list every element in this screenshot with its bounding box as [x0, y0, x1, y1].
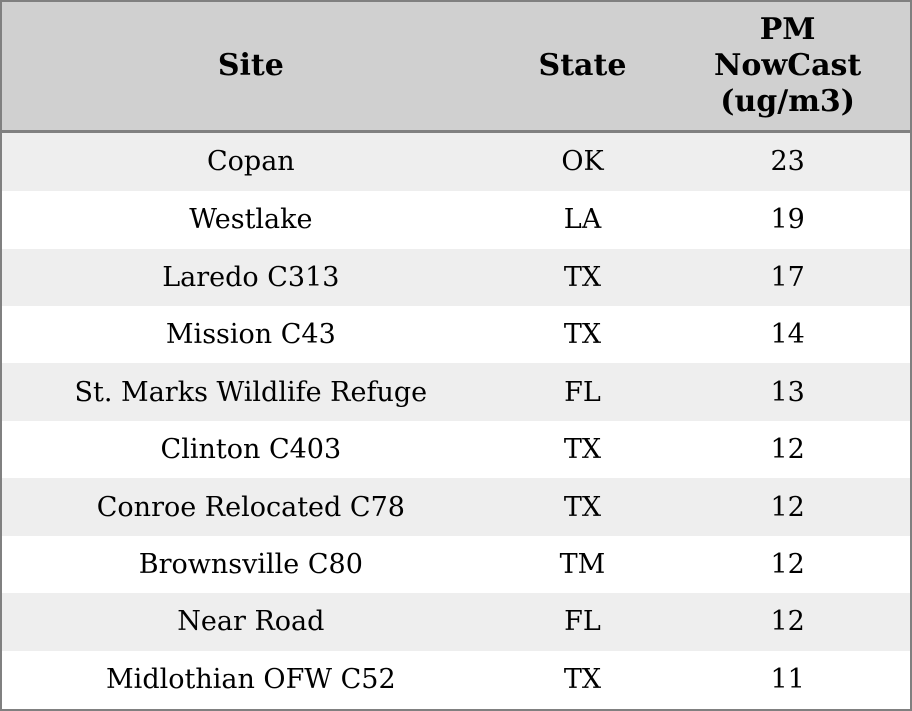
pm-value-cell: 14 [770, 319, 805, 351]
column-header-site-label: Site [217, 47, 284, 83]
site-cell: Laredo C313 [162, 261, 340, 293]
site-cell: Near Road [177, 606, 325, 638]
pm-value-cell: 12 [770, 548, 805, 580]
table-row: Clinton C403 TX 12 [1, 420, 911, 479]
pm-value-cell: 13 [770, 376, 805, 408]
site-cell: St. Marks Wildlife Refuge [74, 376, 428, 408]
column-header-pm-nowcast-label: PM NowCast (ug/m3) [713, 11, 862, 119]
table-row: Midlothian OFW C52 TX 11 [1, 650, 911, 710]
state-cell: LA [563, 204, 602, 236]
column-header-site: Site [1, 1, 500, 133]
table-header: Site State PM NowCast (ug/m3) [1, 1, 911, 133]
pm-value-cell: 11 [770, 664, 805, 696]
state-cell: FL [564, 376, 601, 408]
pm-value-cell: 12 [770, 606, 805, 638]
site-cell: Mission C43 [165, 319, 336, 351]
table-row: Laredo C313 TX 17 [1, 248, 911, 307]
table-row: Near Road FL 12 [1, 593, 911, 651]
site-cell: Brownsville C80 [138, 548, 363, 580]
site-cell: Midlothian OFW C52 [106, 664, 396, 696]
state-cell: TX [563, 261, 602, 293]
site-cell: Copan [207, 146, 295, 178]
site-cell: Westlake [189, 204, 313, 236]
column-header-pm-nowcast: PM NowCast (ug/m3) [665, 1, 911, 133]
site-cell: Conroe Relocated C78 [96, 491, 405, 523]
table-body: Copan OK 23 Westlake LA 19 Laredo C313 T… [1, 131, 911, 710]
pm-value-cell: 12 [770, 434, 805, 466]
site-cell: Clinton C403 [160, 434, 342, 466]
header-row: Site State PM NowCast (ug/m3) [1, 1, 911, 133]
state-cell: TX [563, 434, 602, 466]
table-row: Mission C43 TX 14 [1, 306, 911, 364]
column-header-state-label: State [538, 47, 627, 83]
pm-value-cell: 12 [770, 491, 805, 523]
column-header-state: State [499, 1, 666, 133]
state-cell: FL [564, 606, 601, 638]
state-cell: OK [561, 146, 604, 178]
state-cell: TX [563, 491, 602, 523]
table-row: Brownsville C80 TM 12 [1, 535, 911, 594]
table-row: St. Marks Wildlife Refuge FL 13 [1, 363, 911, 421]
table-row: Westlake LA 19 [1, 191, 911, 249]
state-cell: TX [563, 319, 602, 351]
table-row: Conroe Relocated C78 TX 12 [1, 478, 911, 536]
state-cell: TM [559, 548, 606, 580]
pm-value-cell: 19 [770, 204, 805, 236]
table-row: Copan OK 23 [1, 131, 911, 192]
pm-value-cell: 23 [770, 146, 805, 178]
pm-value-cell: 17 [770, 261, 805, 293]
state-cell: TX [563, 664, 602, 696]
